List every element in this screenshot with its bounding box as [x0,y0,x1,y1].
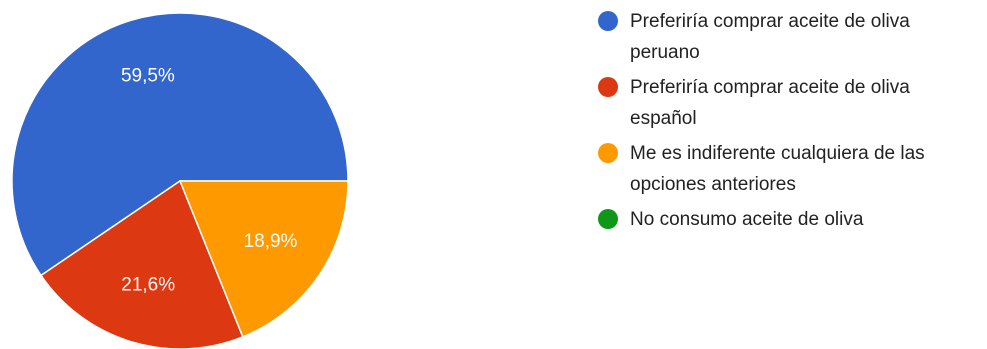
slice-labels: 59,5% 21,6% 18,9% [121,66,298,296]
legend-item-espanol[interactable]: Preferiría comprar aceite de oliva españ… [598,72,983,134]
legend-swatch-peruano [598,11,618,31]
slice-label-peruano: 59,5% [121,66,175,87]
legend-label-no-consumo: No consumo aceite de oliva [630,209,864,230]
legend-label-espanol: Preferiría comprar aceite de oliva españ… [630,77,910,129]
legend-swatch-indiferente [598,143,618,163]
legend-item-no-consumo[interactable]: No consumo aceite de oliva [598,204,983,235]
pie-slice-indiferente[interactable] [178,180,349,338]
pie-slice-espanol[interactable] [40,179,244,349]
legend-label-peruano: Preferiría comprar aceite de oliva perua… [630,11,910,63]
legend-swatch-no-consumo [598,209,618,229]
pie-slices [11,12,349,349]
legend-label-indiferente: Me es indiferente cualquiera de las opci… [630,143,925,195]
slice-label-indiferente: 18,9% [244,231,298,252]
pie-slice-peruano[interactable] [11,12,349,277]
legend-item-peruano[interactable]: Preferiría comprar aceite de oliva perua… [598,6,983,68]
legend-swatch-espanol [598,77,618,97]
pie-plot: 59,5% 21,6% 18,9% [11,12,349,349]
legend-item-indiferente[interactable]: Me es indiferente cualquiera de las opci… [598,138,983,200]
legend: Preferiría comprar aceite de oliva perua… [598,6,983,239]
slice-label-espanol: 21,6% [121,275,175,296]
